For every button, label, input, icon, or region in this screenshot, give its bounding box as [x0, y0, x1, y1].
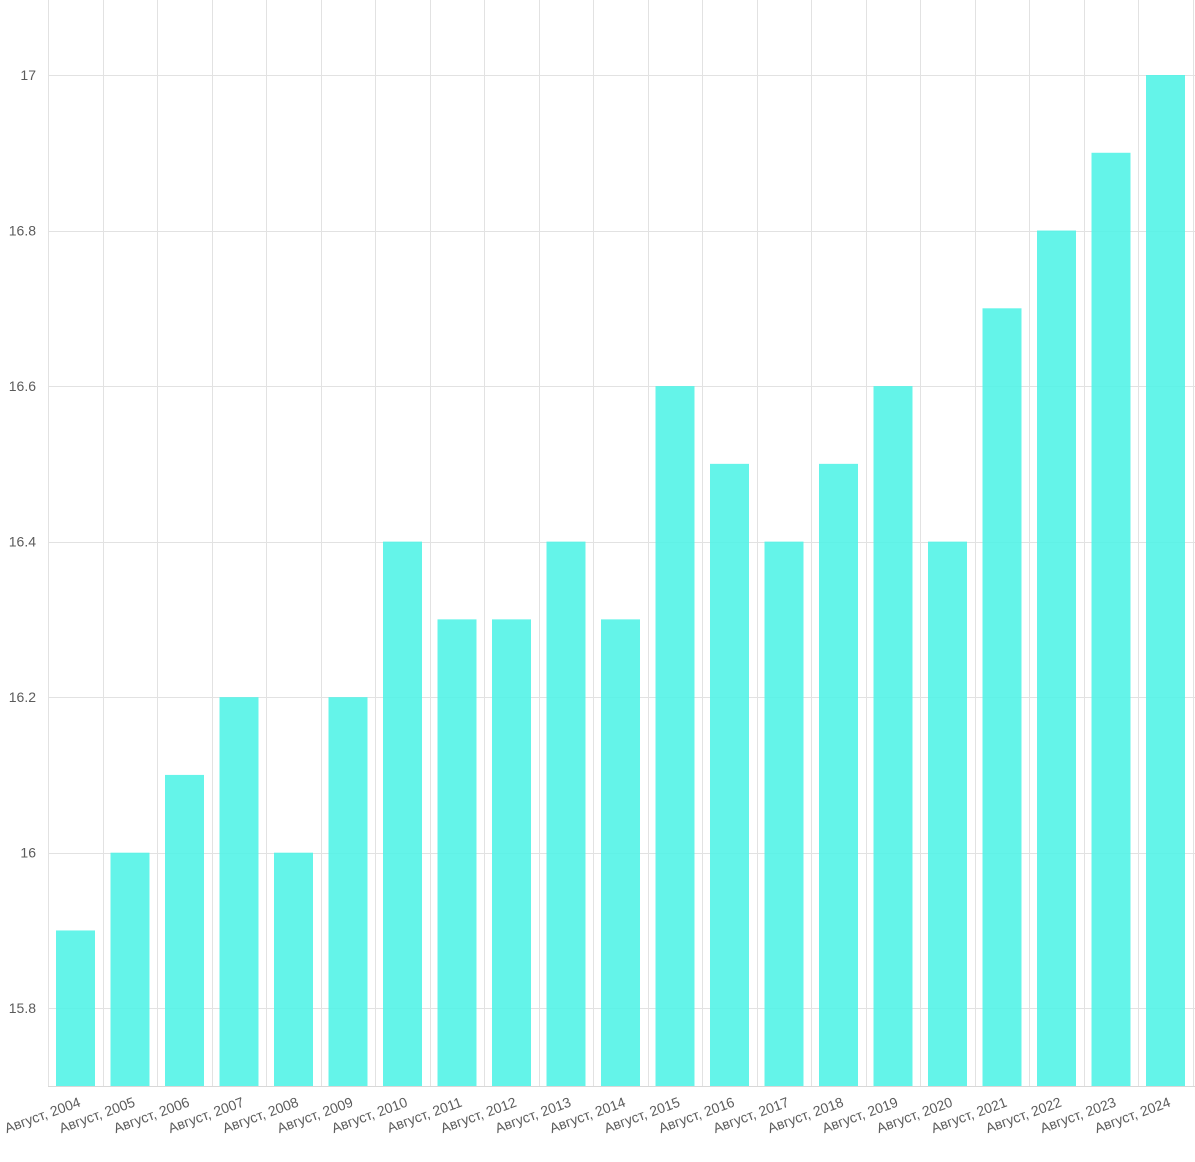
y-tick-label: 16.6	[9, 378, 36, 394]
y-tick-label: 16	[20, 845, 36, 861]
bar	[764, 541, 804, 1086]
y-tick-label: 17	[20, 67, 36, 83]
bar	[1091, 152, 1131, 1086]
bar	[655, 386, 695, 1087]
bar	[110, 852, 150, 1086]
bar	[819, 463, 858, 1087]
bar-layer	[56, 75, 1185, 1087]
bar	[56, 930, 95, 1086]
y-tick-label: 16.8	[9, 223, 36, 239]
bar	[165, 774, 204, 1086]
y-tick-label: 16.4	[9, 534, 36, 550]
y-tick-labels: 15.8 16 16.2 16.4 16.6 16.8 17	[9, 67, 36, 1016]
bar	[219, 697, 259, 1086]
bar	[982, 308, 1022, 1086]
bar	[492, 619, 531, 1086]
bar	[601, 619, 640, 1086]
y-tick-label: 15.8	[9, 1000, 36, 1016]
bar	[437, 619, 477, 1086]
bar	[710, 463, 749, 1087]
bar	[546, 541, 586, 1086]
bar	[928, 541, 967, 1086]
bar	[328, 697, 368, 1086]
bar	[873, 386, 913, 1087]
bar	[1037, 230, 1076, 1087]
bar	[383, 541, 422, 1086]
y-tick-label: 16.2	[9, 689, 36, 705]
bar	[1146, 75, 1185, 1086]
bar	[274, 852, 313, 1086]
